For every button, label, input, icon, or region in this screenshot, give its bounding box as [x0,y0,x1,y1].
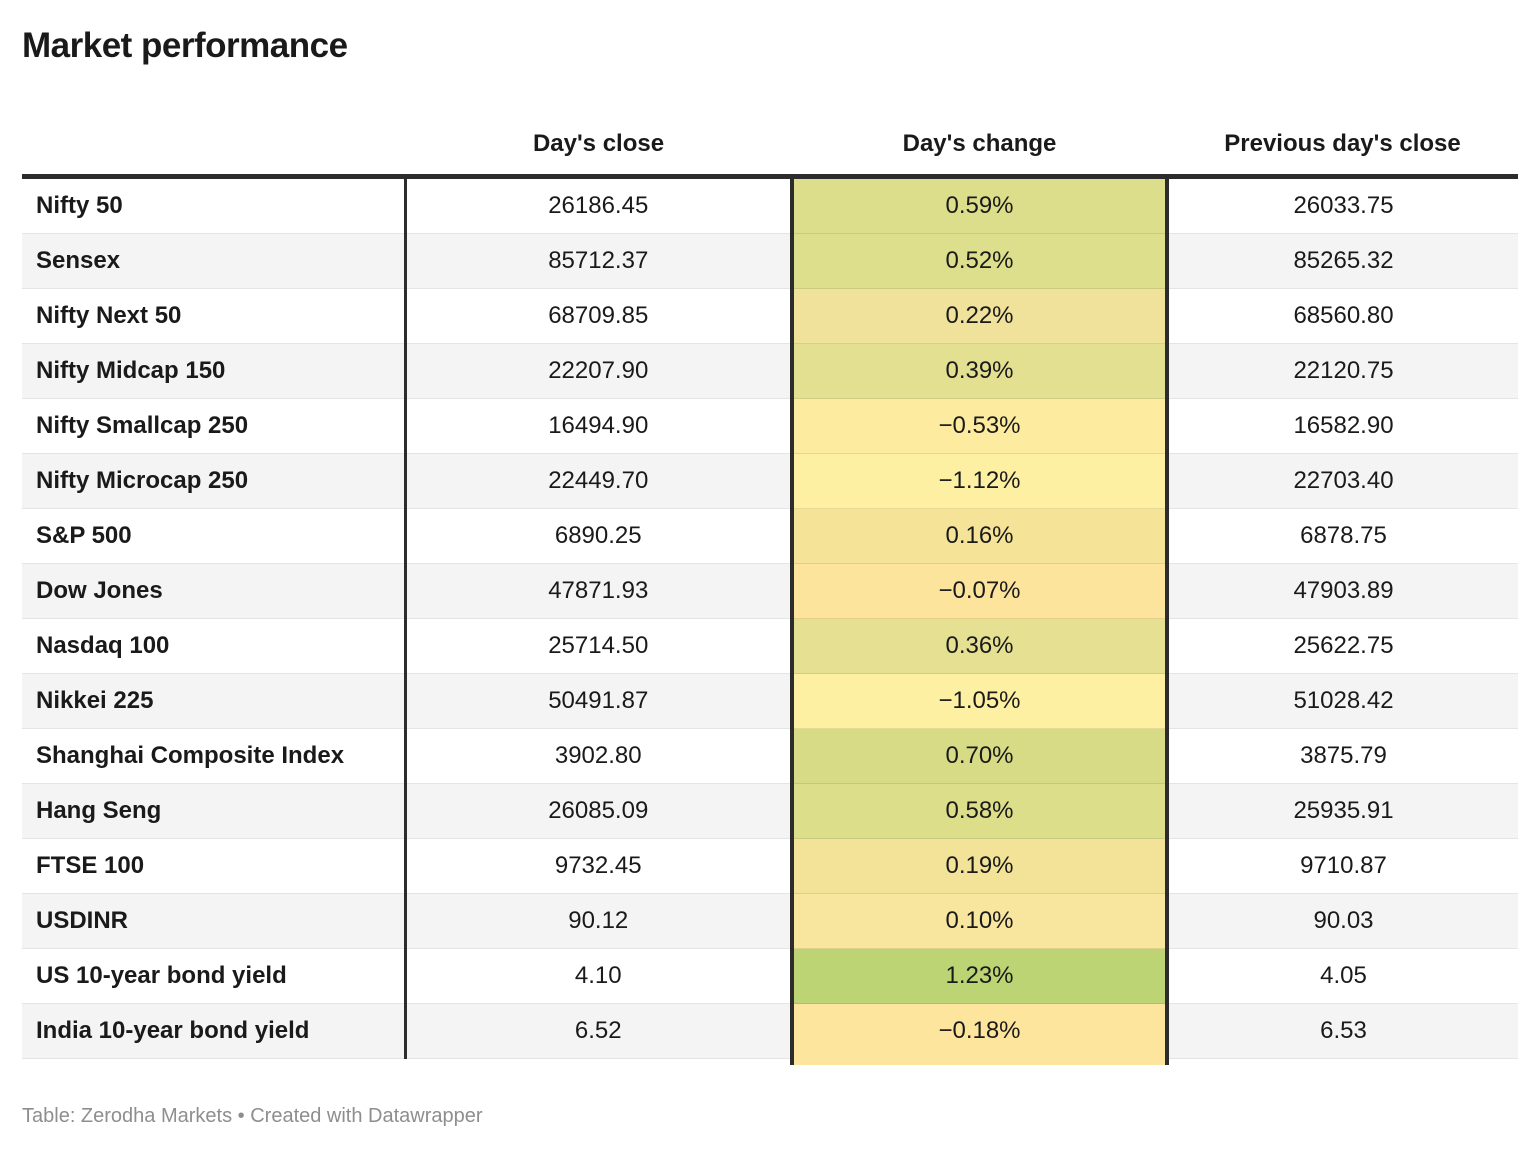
days-change-value: −1.05% [790,673,1169,729]
days-close-value: 47871.93 [405,563,792,619]
market-performance-table: Day's close Day's change Previous day's … [22,68,1518,1065]
table-row: US 10-year bond yield 4.10 1.23% 4.05 [22,948,1518,1004]
table-header-row: Day's close Day's change Previous day's … [22,68,1518,179]
page: Market performance Day's close Day's cha… [22,26,1518,1127]
page-title: Market performance [22,26,348,65]
table-row: Nifty Next 50 68709.85 0.22% 68560.80 [22,288,1518,344]
table-row: Dow Jones 47871.93 −0.07% 47903.89 [22,563,1518,619]
days-change-value: −0.53% [790,398,1169,454]
row-label: US 10-year bond yield [22,948,407,1004]
days-close-value: 6.52 [405,1003,792,1059]
table-row: Nikkei 225 50491.87 −1.05% 51028.42 [22,673,1518,729]
days-change-value: 0.39% [790,343,1169,399]
previous-days-close-value: 90.03 [1167,893,1518,949]
previous-days-close-value: 9710.87 [1167,838,1518,894]
days-close-value: 85712.37 [405,233,792,289]
days-close-value: 25714.50 [405,618,792,674]
extension-spacer [405,1059,792,1066]
days-change-value: 0.19% [790,838,1169,894]
row-label: Nifty Midcap 150 [22,343,407,399]
table-body: Nifty 50 26186.45 0.59% 26033.75 Sensex … [22,176,1518,1066]
days-change-value: 0.22% [790,288,1169,344]
days-close-value: 50491.87 [405,673,792,729]
column-header-days-change: Day's change [792,68,1167,179]
days-change-value: −0.07% [790,563,1169,619]
extension-spacer [22,1059,405,1066]
days-change-value: 0.58% [790,783,1169,839]
previous-days-close-value: 25935.91 [1167,783,1518,839]
previous-days-close-value: 6878.75 [1167,508,1518,564]
previous-days-close-value: 3875.79 [1167,728,1518,784]
row-label: Dow Jones [22,563,407,619]
days-close-value: 26085.09 [405,783,792,839]
previous-days-close-value: 51028.42 [1167,673,1518,729]
days-close-value: 22449.70 [405,453,792,509]
days-close-value: 6890.25 [405,508,792,564]
days-close-value: 4.10 [405,948,792,1004]
column-header-previous-days-close: Previous day's close [1167,68,1518,179]
row-label: Shanghai Composite Index [22,728,407,784]
table-row: Nifty Microcap 250 22449.70 −1.12% 22703… [22,453,1518,509]
table-row: Nasdaq 100 25714.50 0.36% 25622.75 [22,618,1518,674]
row-label: S&P 500 [22,508,407,564]
days-close-value: 22207.90 [405,343,792,399]
days-close-value: 68709.85 [405,288,792,344]
days-change-value: −0.18% [790,1003,1169,1059]
previous-days-close-value: 68560.80 [1167,288,1518,344]
table-row: FTSE 100 9732.45 0.19% 9710.87 [22,838,1518,894]
days-close-value: 16494.90 [405,398,792,454]
days-change-value: 1.23% [790,948,1169,1004]
attribution-footer: Table: Zerodha Markets • Created with Da… [22,1105,483,1127]
previous-days-close-value: 47903.89 [1167,563,1518,619]
days-close-value: 90.12 [405,893,792,949]
row-label: Nifty 50 [22,176,407,234]
table-row: Nifty Smallcap 250 16494.90 −0.53% 16582… [22,398,1518,454]
column-header-days-close: Day's close [405,68,792,179]
table-row: Hang Seng 26085.09 0.58% 25935.91 [22,783,1518,839]
table-row: S&P 500 6890.25 0.16% 6878.75 [22,508,1518,564]
row-label: Hang Seng [22,783,407,839]
column-header-instrument [22,68,405,179]
days-close-value: 9732.45 [405,838,792,894]
previous-days-close-value: 4.05 [1167,948,1518,1004]
table-row: USDINR 90.12 0.10% 90.03 [22,893,1518,949]
extension-change-cell [790,1058,1169,1065]
row-label: FTSE 100 [22,838,407,894]
previous-days-close-value: 25622.75 [1167,618,1518,674]
days-close-value: 3902.80 [405,728,792,784]
row-label: Sensex [22,233,407,289]
previous-days-close-value: 16582.90 [1167,398,1518,454]
days-change-value: 0.70% [790,728,1169,784]
row-label: Nikkei 225 [22,673,407,729]
days-change-value: 0.36% [790,618,1169,674]
table-row: Nifty 50 26186.45 0.59% 26033.75 [22,176,1518,234]
days-close-value: 26186.45 [405,176,792,234]
table-row: Shanghai Composite Index 3902.80 0.70% 3… [22,728,1518,784]
previous-days-close-value: 85265.32 [1167,233,1518,289]
previous-days-close-value: 22703.40 [1167,453,1518,509]
days-change-value: 0.59% [790,176,1169,234]
row-label: Nifty Next 50 [22,288,407,344]
previous-days-close-value: 22120.75 [1167,343,1518,399]
table-row: Sensex 85712.37 0.52% 85265.32 [22,233,1518,289]
table-header: Day's close Day's change Previous day's … [22,68,1518,179]
days-change-value: 0.16% [790,508,1169,564]
change-column-extension [22,1058,1518,1066]
row-label: Nifty Microcap 250 [22,453,407,509]
days-change-value: 0.52% [790,233,1169,289]
table-row: Nifty Midcap 150 22207.90 0.39% 22120.75 [22,343,1518,399]
extension-spacer [1167,1059,1518,1066]
row-label: USDINR [22,893,407,949]
row-label: Nifty Smallcap 250 [22,398,407,454]
table-row: India 10-year bond yield 6.52 −0.18% 6.5… [22,1003,1518,1059]
row-label: Nasdaq 100 [22,618,407,674]
days-change-value: 0.10% [790,893,1169,949]
row-label: India 10-year bond yield [22,1003,407,1059]
days-change-value: −1.12% [790,453,1169,509]
previous-days-close-value: 26033.75 [1167,176,1518,234]
previous-days-close-value: 6.53 [1167,1003,1518,1059]
